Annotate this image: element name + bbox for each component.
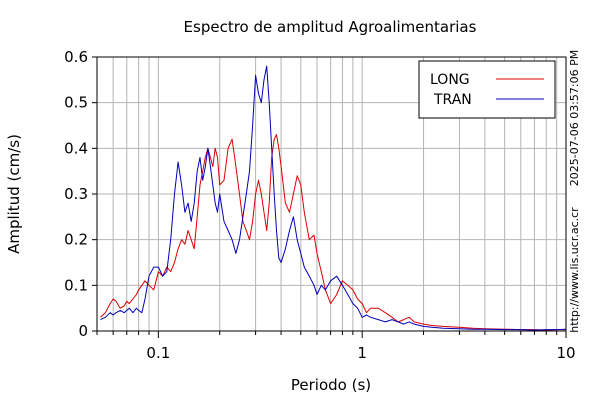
y-axis-label: Amplitud (cm/s) bbox=[5, 134, 23, 254]
y-tick-label: 0 bbox=[78, 322, 88, 340]
timestamp-label: 2025-07-06 03:57:06 PM bbox=[568, 50, 581, 186]
x-axis-ticks: 0.1 1 10 bbox=[96, 331, 576, 362]
legend-label-long: LONG bbox=[430, 72, 470, 88]
y-axis-ticks: 0 0.1 0.2 0.3 0.4 0.5 0.6 bbox=[64, 48, 97, 340]
y-tick-label: 0.6 bbox=[64, 48, 88, 66]
legend: LONG TRAN bbox=[418, 60, 556, 119]
url-label: http://www.lis.ucr.ac.cr bbox=[568, 207, 581, 333]
y-tick-label: 0.3 bbox=[64, 185, 88, 203]
y-tick-label: 0.5 bbox=[64, 94, 88, 112]
y-tick-label: 0.4 bbox=[64, 139, 88, 157]
x-tick-label: 1 bbox=[357, 344, 367, 362]
legend-label-tran: TRAN bbox=[433, 92, 472, 108]
chart-title: Espectro de amplitud Agroalimentarias bbox=[184, 18, 477, 36]
x-tick-label: 0.1 bbox=[146, 344, 170, 362]
plot-series bbox=[100, 65, 567, 331]
series-line-tran bbox=[100, 65, 567, 331]
y-tick-label: 0.2 bbox=[64, 231, 88, 249]
legend-box bbox=[418, 60, 556, 119]
x-tick-label: 10 bbox=[556, 344, 575, 362]
x-axis-label: Periodo (s) bbox=[291, 376, 371, 394]
y-tick-label: 0.1 bbox=[64, 276, 88, 294]
series-line-long bbox=[100, 134, 566, 331]
